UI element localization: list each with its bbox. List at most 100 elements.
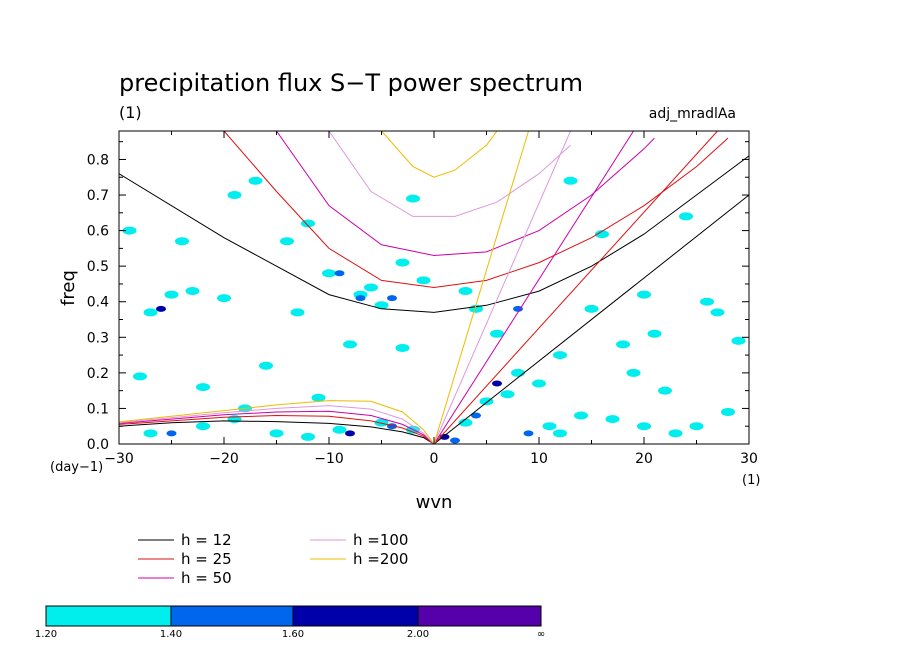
contour-blob [280, 237, 294, 246]
dispersion-curve [328, 131, 571, 217]
contour-blob [637, 290, 651, 299]
dispersion-curve [433, 131, 529, 444]
y-tick-label: 0.2 [87, 366, 109, 382]
colorbar-label: 1.60 [282, 629, 304, 640]
legend-label: h =200 [353, 550, 408, 568]
contour-blob [532, 379, 546, 388]
dispersion-curve [381, 131, 498, 178]
contour-blob [513, 305, 523, 312]
contour-blob [311, 393, 326, 402]
contour-blob [637, 422, 651, 431]
contour-blob [387, 295, 397, 302]
contour-blob [332, 425, 347, 434]
contour-blob [731, 336, 746, 345]
x-tick-label: 10 [530, 451, 548, 467]
contour-blob [143, 429, 158, 438]
contour-blob [679, 212, 693, 221]
contour-blob [164, 290, 179, 299]
dispersion-curve [276, 131, 655, 257]
x-axis-label: wvn [416, 492, 453, 513]
contour-blob [500, 390, 515, 399]
contour-fills [122, 176, 746, 444]
contour-blob [301, 432, 315, 441]
contour-blob [523, 430, 534, 437]
y-tick-label: 0.3 [87, 330, 109, 346]
y-tick-label: 0.5 [87, 259, 109, 275]
contour-blob [259, 361, 273, 370]
y-axis-unit: (day−1) [50, 460, 103, 475]
colorbar-label: ∞ [537, 629, 545, 640]
y-tick-label: 0.6 [87, 224, 109, 240]
y-tick-label: 0.7 [87, 188, 109, 204]
dispersion-curve [119, 414, 435, 444]
corner-label: adj_mradlAa [649, 106, 736, 122]
contour-blob [605, 415, 620, 424]
contour-blob [721, 407, 735, 416]
contour-blob [700, 297, 714, 306]
dispersion-curve [433, 131, 634, 444]
dispersion-curve [119, 405, 435, 444]
chart-title: precipitation flux S−T power spectrum [119, 69, 583, 97]
contour-blob [626, 368, 641, 377]
contour-blob [492, 380, 502, 387]
contour-blob [511, 368, 525, 377]
y-axis-label: freq [58, 270, 79, 306]
contour-blob [227, 191, 242, 200]
contour-blob [563, 176, 578, 185]
contour-blob [395, 258, 410, 267]
contour-blob [450, 437, 460, 444]
legend-label: h = 25 [181, 550, 232, 568]
contour-blob [143, 308, 158, 317]
dispersion-curve [119, 155, 749, 313]
y-tick-label: 0.8 [87, 152, 109, 168]
y-tick-label: 0.0 [87, 437, 109, 453]
colorbar-segment [292, 605, 419, 627]
contour-blob [196, 422, 210, 431]
contour-blob [345, 430, 355, 437]
contour-blob [689, 422, 704, 431]
contour-blob [290, 308, 305, 317]
contour-blob [185, 287, 200, 296]
colorbar-label: 1.20 [35, 629, 57, 640]
contour-blob [584, 304, 599, 313]
x-axis-unit: (1) [742, 473, 760, 488]
contour-blob [322, 269, 336, 278]
contour-blob [395, 343, 410, 352]
x-tick-label: 0 [430, 451, 439, 467]
contour-blob [355, 295, 366, 302]
contour-blob [458, 287, 473, 296]
contour-blob [217, 294, 231, 303]
contour-blob [374, 418, 389, 427]
contour-blob [343, 340, 357, 349]
x-tick-label: 20 [635, 451, 653, 467]
contour-blob [595, 230, 609, 239]
contour-blob [122, 226, 137, 235]
dispersion-curve [119, 400, 435, 444]
x-tick-label: −30 [104, 451, 134, 467]
contour-blob [471, 412, 481, 419]
y-tick-label: 0.1 [87, 401, 109, 417]
x-tick-label: −10 [314, 451, 344, 467]
contour-blob [406, 194, 420, 203]
contour-blob [490, 329, 504, 338]
colorbar-segment [417, 605, 542, 627]
colorbar-segment [170, 605, 294, 627]
contour-blob [364, 283, 378, 292]
x-tick-label: −20 [209, 451, 239, 467]
contour-blob [374, 301, 389, 310]
dispersion-curves [119, 131, 749, 444]
contour-blob [334, 270, 345, 277]
contour-blob [574, 411, 588, 420]
dispersion-curve [119, 410, 435, 444]
legend-label: h =100 [353, 531, 408, 549]
chart-subtitle: (1) [119, 103, 142, 122]
contour-blob [156, 305, 166, 312]
colorbar-label: 2.00 [407, 629, 429, 640]
contour-blob [553, 429, 567, 438]
contour-blob [166, 430, 177, 437]
legend-label: h = 12 [181, 531, 232, 549]
contour-blob [269, 429, 284, 438]
